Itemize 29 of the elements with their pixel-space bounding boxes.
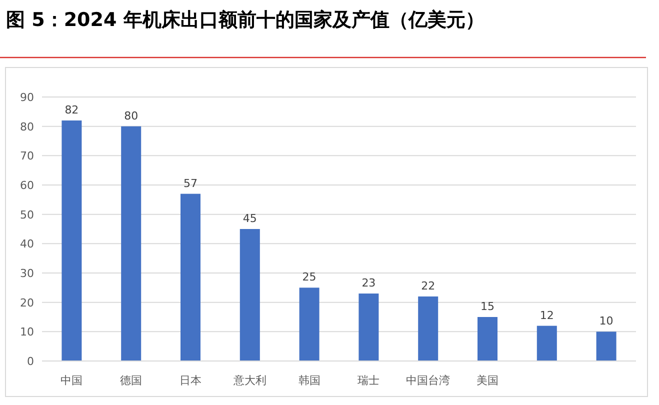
y-tick-label: 90 [20,91,34,104]
y-tick-label: 80 [20,120,34,134]
y-tick-label: 10 [20,326,34,339]
data-label: 80 [124,109,138,122]
data-label: 15 [480,300,494,313]
data-label: 12 [540,308,554,322]
y-tick-label: 30 [20,267,34,280]
y-tick-label: 40 [20,238,34,251]
x-tick-label: 德国 [120,374,142,387]
y-tick-label: 70 [20,150,34,163]
x-tick-label: 中国 [60,374,83,387]
x-tick-label: 中国台湾 [406,374,450,387]
y-tick-label: 50 [20,208,34,222]
x-tick-label: 瑞士 [358,374,380,387]
y-tick-label: 20 [20,296,34,310]
x-tick-label: 韩国 [298,374,320,387]
data-label: 45 [242,212,257,225]
y-tick-label: 60 [20,179,34,192]
data-label: 82 [64,103,79,116]
y-tick-label: 0 [27,355,34,368]
x-tick-label: 意大利 [232,374,266,387]
data-label: 25 [302,270,316,284]
title: 图 5：2024 年机床出口额前十的国家及产值（亿美元） [6,9,484,31]
data-label: 10 [599,314,614,328]
x-tick-label: 美国 [476,374,498,387]
x-tick-label: 日本 [180,374,202,387]
data-label: 57 [184,176,198,190]
data-label: 23 [362,276,376,290]
data-label: 22 [421,279,436,292]
